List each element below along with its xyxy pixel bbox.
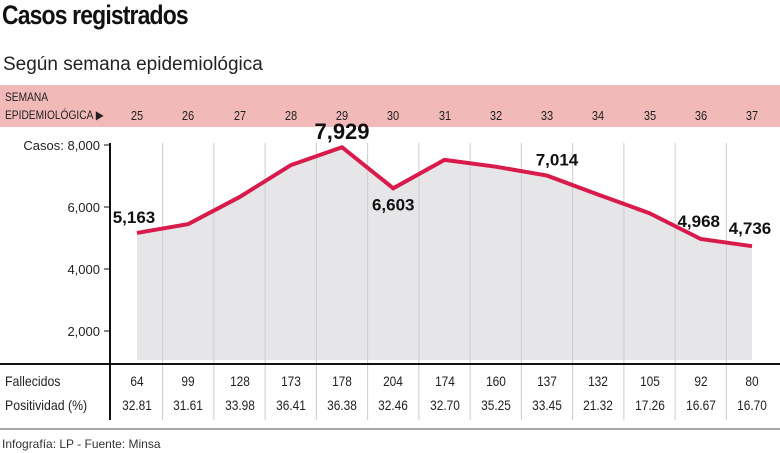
area-fill bbox=[137, 147, 752, 360]
table-cell: 105 bbox=[639, 373, 660, 389]
week-label: 30 bbox=[387, 108, 400, 123]
week-label: 34 bbox=[592, 108, 605, 123]
table-cell: 36.38 bbox=[327, 397, 357, 413]
table-row-label: Fallecidos bbox=[5, 373, 61, 389]
week-label: 25 bbox=[130, 108, 144, 123]
y-tick-label: 6,000 bbox=[67, 200, 100, 215]
table-cell: 32.46 bbox=[378, 397, 409, 413]
week-label: 35 bbox=[643, 108, 656, 123]
table-cell: 178 bbox=[332, 373, 352, 389]
table-cell: 132 bbox=[588, 373, 609, 389]
table-cell: 32.70 bbox=[429, 397, 460, 413]
week-label: 26 bbox=[182, 108, 195, 123]
triangle-right-icon: ▶ bbox=[95, 108, 104, 122]
chart-subtitle: Según semana epidemiológica bbox=[3, 54, 263, 75]
table-cell: 21.32 bbox=[583, 397, 614, 413]
data-label: 7,929 bbox=[314, 119, 369, 144]
y-tick-label: 2,000 bbox=[67, 324, 100, 339]
table-cell: 35.25 bbox=[480, 397, 511, 413]
table-cell: 33.45 bbox=[532, 397, 562, 413]
table-cell: 160 bbox=[485, 373, 506, 389]
table-cell: 16.70 bbox=[737, 397, 767, 413]
chart-title: Casos registrados bbox=[2, 0, 189, 30]
week-label: 32 bbox=[489, 108, 502, 123]
table-cell: 16.67 bbox=[685, 397, 716, 413]
table-cell: 64 bbox=[130, 373, 144, 389]
table-cell: 36.41 bbox=[275, 397, 306, 413]
table-cell: 33.98 bbox=[224, 397, 255, 413]
data-label: 5,163 bbox=[113, 208, 156, 227]
week-label: 28 bbox=[284, 108, 297, 123]
week-header-band: SEMANA EPIDEMIOLÓGICA ▶ 25 26 27 28 29 30 31 32… bbox=[0, 85, 780, 127]
table-row-label: Positividad (%) bbox=[5, 397, 88, 413]
table-cell: 92 bbox=[694, 373, 708, 389]
table-cell: 137 bbox=[537, 373, 557, 389]
source-credit: Infografía: LP - Fuente: Minsa bbox=[2, 437, 161, 451]
week-label: 27 bbox=[233, 108, 246, 123]
footer-divider bbox=[0, 428, 780, 430]
table-cell: 31.61 bbox=[173, 397, 204, 413]
y-tick-label: 4,000 bbox=[67, 262, 100, 277]
week-header-line2: EPIDEMIOLÓGICA ▶ bbox=[5, 108, 104, 122]
table-cell: 173 bbox=[280, 373, 301, 389]
table-cell: 99 bbox=[181, 373, 195, 389]
week-header-line1: SEMANA bbox=[5, 90, 49, 104]
data-label: 4,736 bbox=[729, 219, 772, 238]
table-cell: 80 bbox=[745, 373, 759, 389]
table-cell: 128 bbox=[229, 373, 250, 389]
data-label: 7,014 bbox=[536, 151, 579, 170]
data-label: 6,603 bbox=[372, 195, 415, 214]
table-cell: 32.81 bbox=[122, 397, 152, 413]
week-label: 37 bbox=[745, 108, 759, 123]
table-cell: 17.26 bbox=[634, 397, 665, 413]
week-label: 36 bbox=[694, 108, 707, 123]
data-label: 4,968 bbox=[677, 212, 720, 231]
table-cell: 174 bbox=[434, 373, 455, 389]
week-label: 33 bbox=[540, 108, 554, 123]
week-header-label: EPIDEMIOLÓGICA bbox=[5, 108, 93, 122]
week-label: 31 bbox=[438, 108, 451, 123]
y-tick-label: Casos: 8,000 bbox=[23, 138, 100, 153]
week-label: 29 bbox=[335, 108, 349, 123]
table-cell: 204 bbox=[383, 373, 404, 389]
